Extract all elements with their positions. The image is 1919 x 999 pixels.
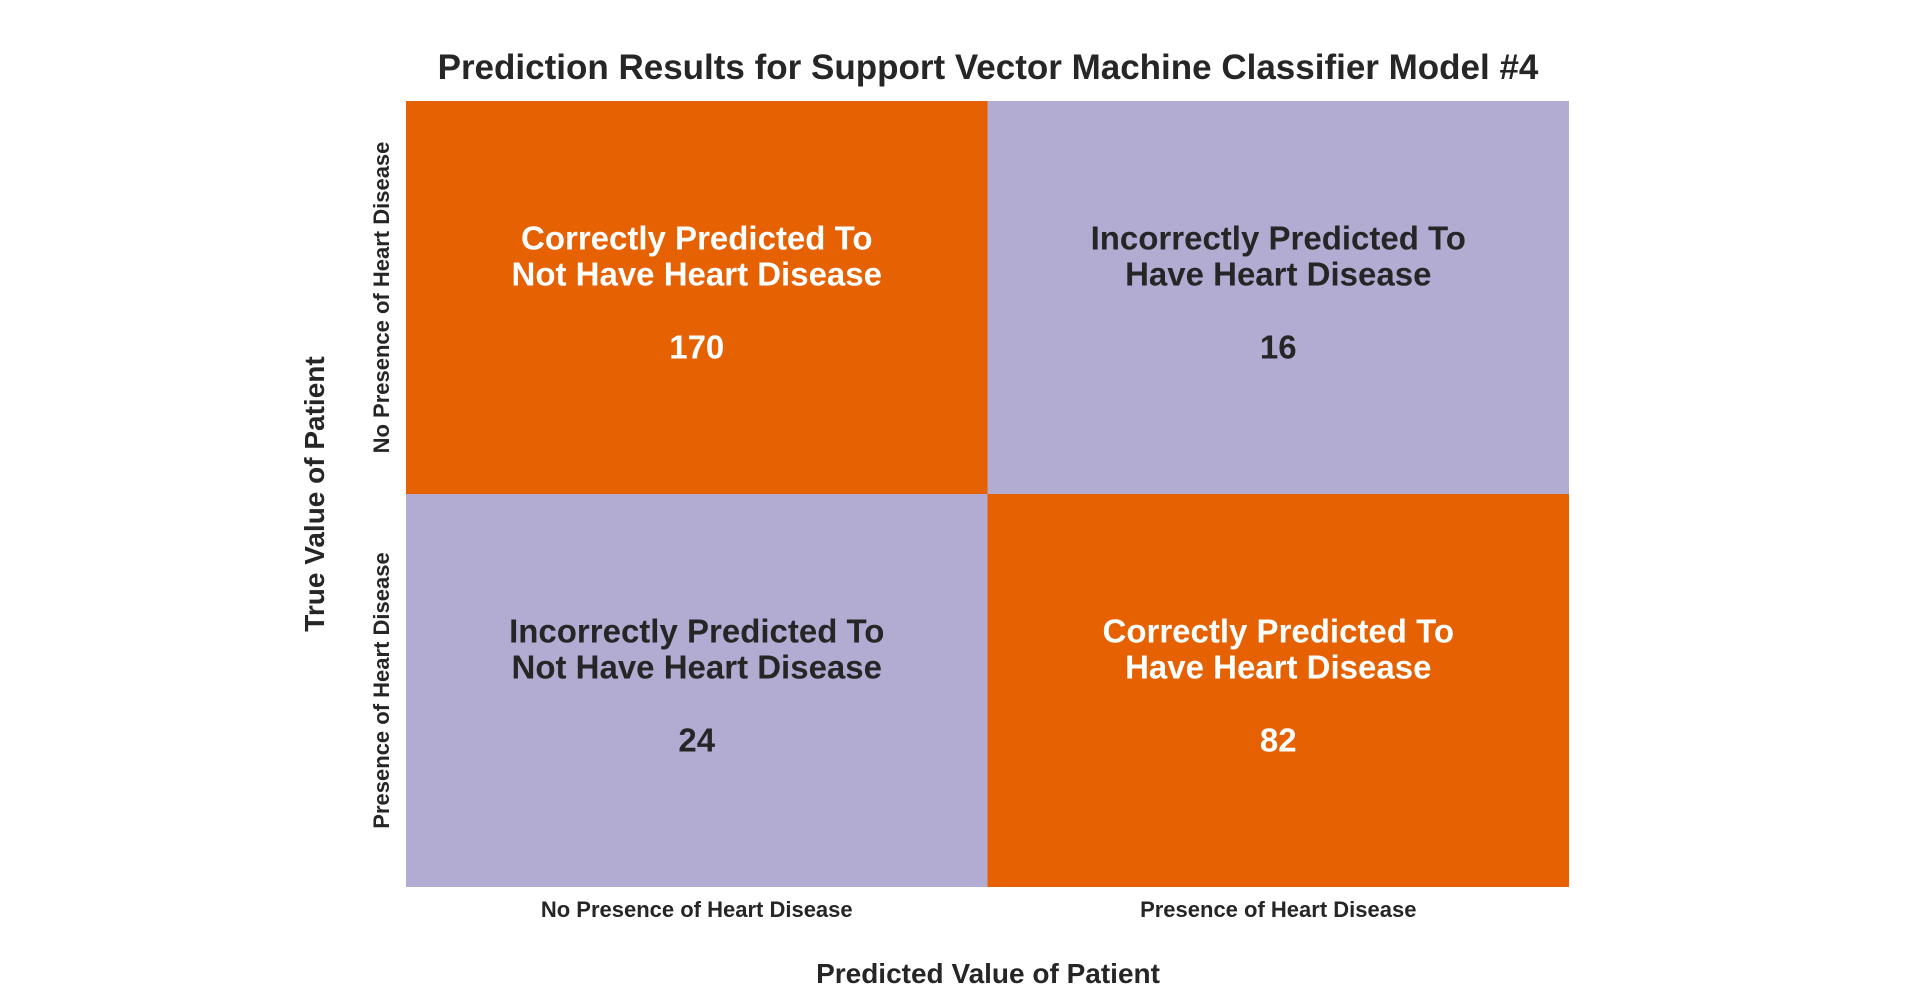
chart-title: Prediction Results for Support Vector Ma… [438,48,1539,87]
cell-label-1-1-line-0: Correctly Predicted To [1103,613,1454,650]
heatmap-cell-0-1 [987,101,1569,494]
heatmap-cell-1-0 [406,494,988,887]
cell-label-0-1-line-0: Incorrectly Predicted To [1091,220,1466,257]
cell-value-0-0: 170 [669,329,724,366]
x-tick-labels: No Presence of Heart Disease Presence of … [541,897,1417,922]
y-tick-label-1: Presence of Heart Disease [369,552,394,828]
y-axis-label: True Value of Patient [299,356,330,631]
x-tick-label-1: Presence of Heart Disease [1140,897,1416,922]
cell-value-1-1: 82 [1260,722,1297,759]
cell-label-0-0-line-0: Correctly Predicted To [521,220,872,257]
x-tick-label-0: No Presence of Heart Disease [541,897,853,922]
x-axis-label: Predicted Value of Patient [816,958,1160,989]
cell-label-0-0-line-1: Not Have Heart Disease [511,256,882,293]
heatmap-cell-0-0 [406,101,988,494]
cell-label-1-1-line-1: Have Heart Disease [1125,649,1431,686]
cell-label-0-1-line-1: Have Heart Disease [1125,256,1431,293]
y-tick-label-0: No Presence of Heart Disease [369,142,394,454]
cell-label-1-0-line-0: Incorrectly Predicted To [509,613,884,650]
cell-label-1-0-line-1: Not Have Heart Disease [511,649,882,686]
y-tick-labels: No Presence of Heart Disease Presence of … [369,142,394,829]
heatmap-cell-1-1 [987,494,1569,887]
cell-value-1-0: 24 [678,722,715,759]
cell-value-0-1: 16 [1260,329,1297,366]
